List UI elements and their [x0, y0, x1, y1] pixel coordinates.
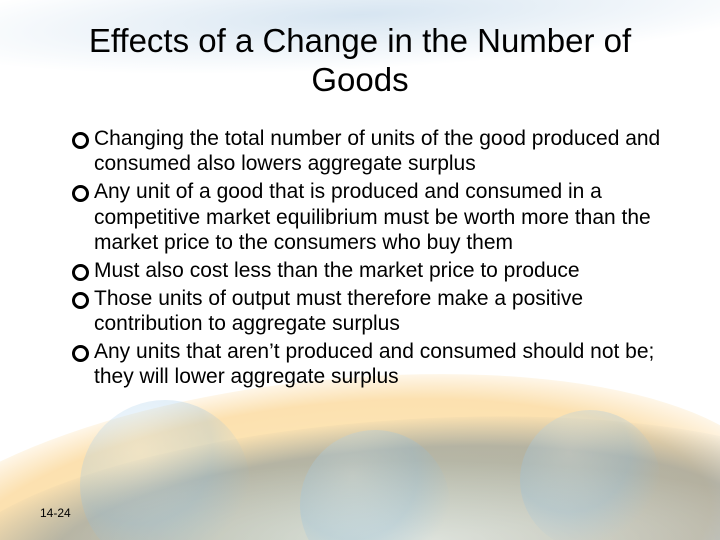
page-title: Effects of a Change in the Number of Goo… — [80, 22, 640, 100]
list-item: Any units that aren’t produced and consu… — [72, 339, 672, 390]
list-item: Must also cost less than the market pric… — [72, 258, 672, 284]
slide-number: 14-24 — [40, 506, 71, 520]
bullet-list: Changing the total number of units of th… — [48, 126, 672, 390]
list-item: Any unit of a good that is produced and … — [72, 179, 672, 256]
list-item: Changing the total number of units of th… — [72, 126, 672, 177]
list-item: Those units of output must therefore mak… — [72, 286, 672, 337]
slide-content: Effects of a Change in the Number of Goo… — [0, 0, 720, 540]
